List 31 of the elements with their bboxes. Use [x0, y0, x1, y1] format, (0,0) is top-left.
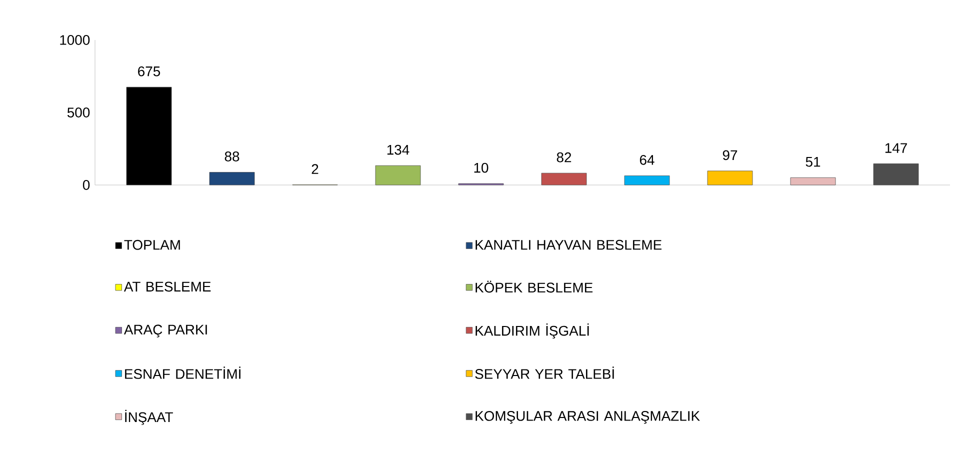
legend-label: İNŞAAT	[125, 410, 173, 425]
bar	[209, 172, 255, 186]
data-label: 147	[885, 143, 907, 153]
data-label: 10	[474, 162, 488, 173]
bar	[624, 176, 670, 186]
legend-label: KALDIRIM İŞGALİ	[476, 323, 589, 339]
bar	[541, 172, 587, 186]
data-label: 82	[556, 152, 572, 162]
data-label: 51	[806, 157, 820, 167]
legend-label: SEYYAR YER TALEBİ	[475, 366, 614, 379]
data-label: 64	[640, 154, 654, 165]
bar	[873, 163, 919, 186]
y-tick-label: 1000	[60, 35, 90, 45]
data-label: 134	[387, 144, 410, 155]
bar	[375, 165, 421, 186]
legend-label: AT BESLEME	[124, 282, 211, 292]
data-label: 88	[224, 152, 240, 162]
legend-label: KÖPEK BESLEME	[476, 280, 593, 293]
legend-label: TOPLAM	[124, 240, 180, 250]
data-label: 97	[722, 150, 738, 160]
legend-label: KOMŞULAR ARASI ANLAŞMAZLIK	[476, 411, 700, 424]
bar	[707, 170, 753, 186]
bar	[126, 86, 172, 186]
y-tick-label: 0	[82, 180, 90, 190]
data-label: 675	[138, 66, 160, 76]
y-tick-label: 500	[67, 108, 90, 118]
legend-label: KANATLI HAYVAN BESLEME	[476, 240, 662, 250]
legend-label: ARAÇ PARKI	[124, 324, 207, 338]
legend-label: ESNAF DENETİMİ	[125, 366, 240, 379]
bar	[790, 177, 836, 186]
data-label: 2	[312, 164, 318, 174]
